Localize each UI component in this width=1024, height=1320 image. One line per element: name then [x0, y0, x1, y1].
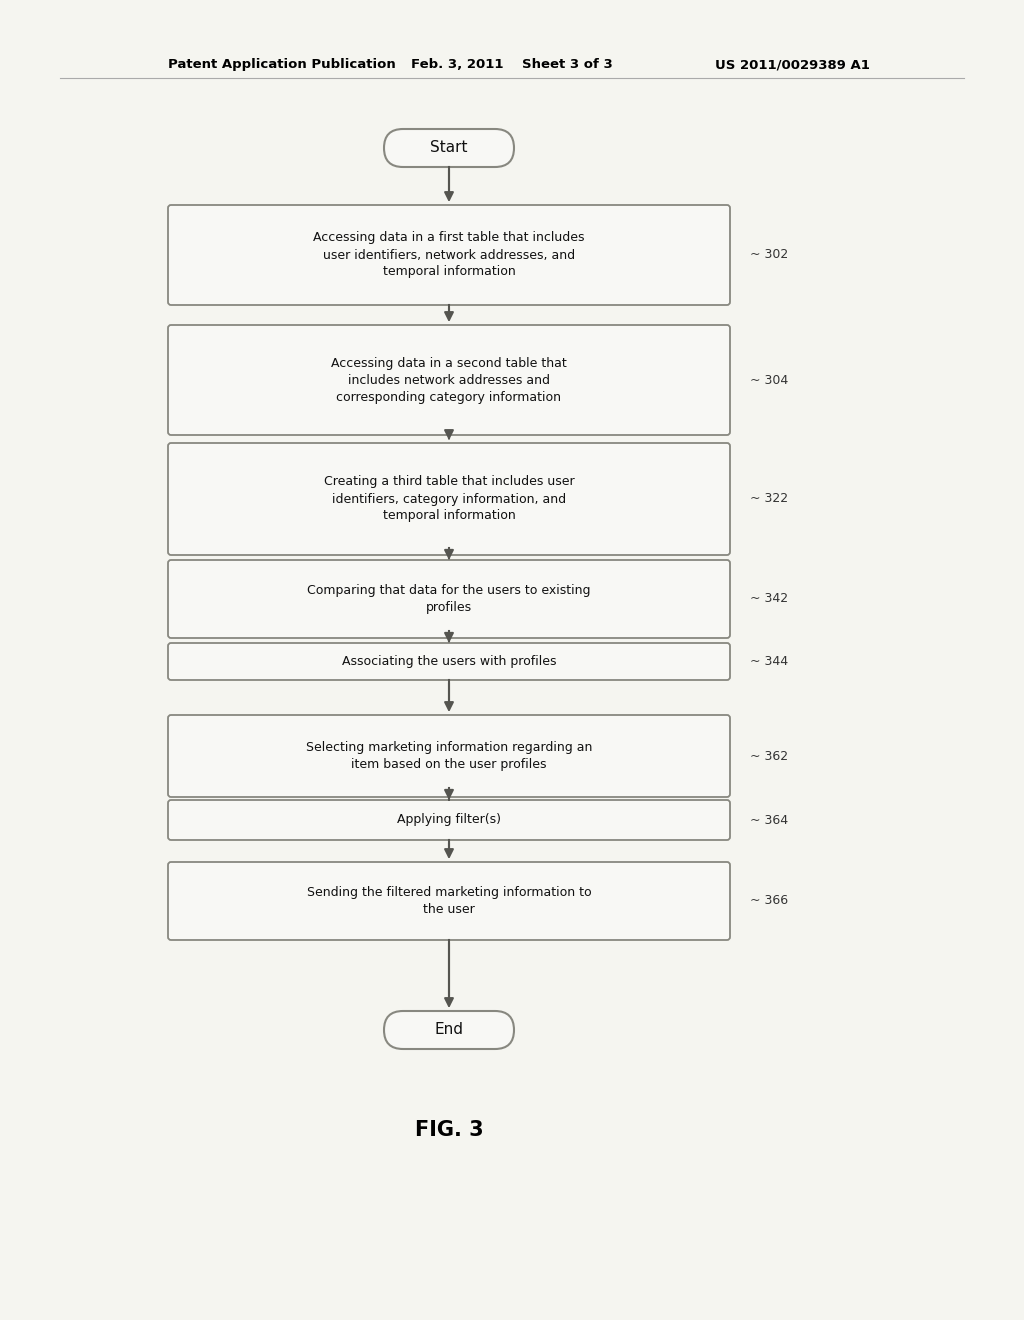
FancyBboxPatch shape: [384, 1011, 514, 1049]
Text: ~ 366: ~ 366: [750, 895, 788, 908]
Text: Comparing that data for the users to existing
profiles: Comparing that data for the users to exi…: [307, 583, 591, 614]
FancyBboxPatch shape: [384, 129, 514, 168]
Text: ~ 344: ~ 344: [750, 655, 788, 668]
FancyBboxPatch shape: [168, 643, 730, 680]
FancyBboxPatch shape: [168, 862, 730, 940]
Text: Sending the filtered marketing information to
the user: Sending the filtered marketing informati…: [306, 886, 591, 916]
Text: End: End: [434, 1023, 464, 1038]
Text: Accessing data in a second table that
includes network addresses and
correspondi: Accessing data in a second table that in…: [331, 356, 567, 404]
FancyBboxPatch shape: [168, 560, 730, 638]
Text: Accessing data in a first table that includes
user identifiers, network addresse: Accessing data in a first table that inc…: [313, 231, 585, 279]
Text: Selecting marketing information regarding an
item based on the user profiles: Selecting marketing information regardin…: [306, 741, 592, 771]
Text: ~ 342: ~ 342: [750, 593, 788, 606]
Text: Start: Start: [430, 140, 468, 156]
FancyBboxPatch shape: [168, 444, 730, 554]
Text: FIG. 3: FIG. 3: [415, 1119, 483, 1140]
FancyBboxPatch shape: [168, 205, 730, 305]
Text: Patent Application Publication: Patent Application Publication: [168, 58, 395, 71]
Text: ~ 304: ~ 304: [750, 374, 788, 387]
Text: US 2011/0029389 A1: US 2011/0029389 A1: [715, 58, 870, 71]
FancyBboxPatch shape: [168, 715, 730, 797]
Text: Applying filter(s): Applying filter(s): [397, 813, 501, 826]
Text: Creating a third table that includes user
identifiers, category information, and: Creating a third table that includes use…: [324, 475, 574, 523]
Text: ~ 364: ~ 364: [750, 813, 788, 826]
Text: ~ 362: ~ 362: [750, 750, 788, 763]
Text: ~ 302: ~ 302: [750, 248, 788, 261]
FancyBboxPatch shape: [168, 800, 730, 840]
FancyBboxPatch shape: [168, 325, 730, 436]
Text: Associating the users with profiles: Associating the users with profiles: [342, 655, 556, 668]
Text: ~ 322: ~ 322: [750, 492, 788, 506]
Text: Feb. 3, 2011    Sheet 3 of 3: Feb. 3, 2011 Sheet 3 of 3: [411, 58, 613, 71]
